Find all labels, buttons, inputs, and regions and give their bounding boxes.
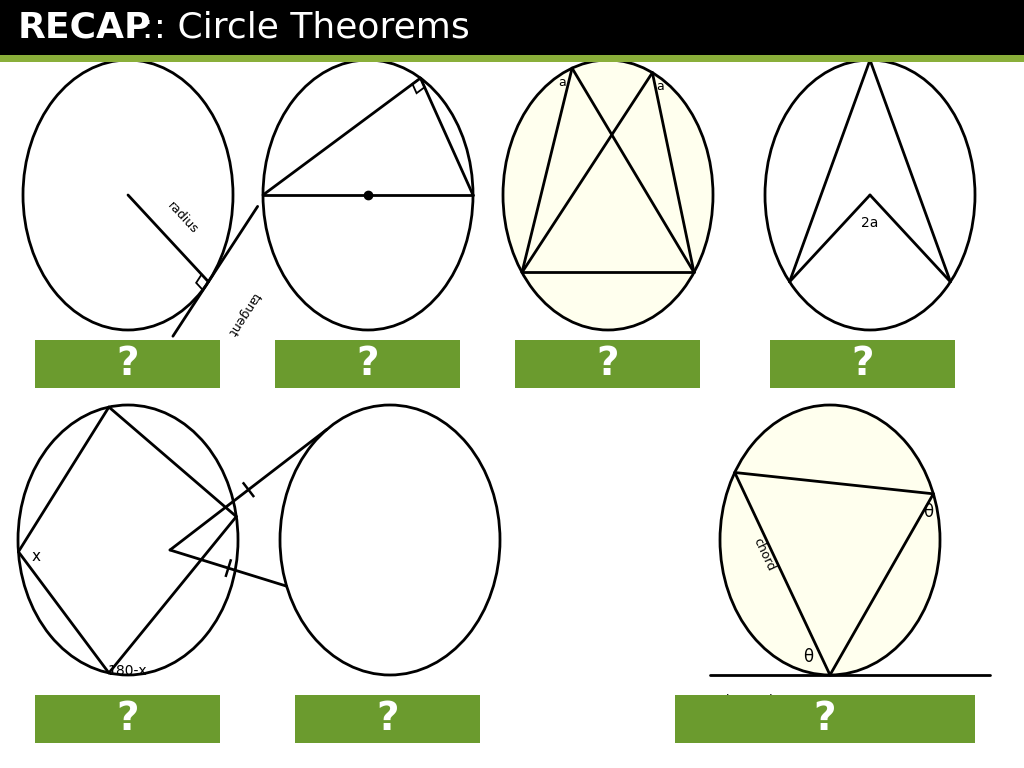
Bar — [675, 695, 975, 743]
Text: ?: ? — [596, 345, 618, 383]
Text: ?: ? — [851, 345, 873, 383]
Text: ?: ? — [376, 700, 398, 738]
Text: 180-x: 180-x — [108, 664, 146, 678]
Text: chord: chord — [751, 536, 778, 574]
Text: a: a — [865, 35, 874, 49]
Text: θ: θ — [924, 503, 934, 521]
Text: ?: ? — [117, 700, 138, 738]
Text: ?: ? — [814, 700, 837, 738]
Text: ?: ? — [356, 345, 379, 383]
Text: tangent: tangent — [224, 290, 262, 338]
Text: a: a — [558, 75, 566, 88]
Bar — [770, 340, 955, 388]
Bar — [35, 695, 220, 743]
Text: RECAP: RECAP — [18, 11, 152, 45]
Text: :: Circle Theorems: :: Circle Theorems — [130, 11, 470, 45]
Bar — [0, 0, 1024, 55]
Text: x: x — [32, 549, 41, 564]
Ellipse shape — [23, 60, 233, 330]
Text: 2a: 2a — [861, 216, 879, 230]
Ellipse shape — [720, 405, 940, 675]
Text: θ: θ — [803, 648, 813, 666]
Text: ?: ? — [117, 345, 138, 383]
Ellipse shape — [263, 60, 473, 330]
Ellipse shape — [280, 405, 500, 675]
Bar — [35, 340, 220, 388]
Bar — [295, 695, 480, 743]
Bar — [275, 340, 460, 388]
Bar — [0, 55, 1024, 62]
Bar — [515, 340, 700, 388]
Ellipse shape — [18, 405, 238, 675]
Ellipse shape — [503, 60, 713, 330]
Ellipse shape — [765, 60, 975, 330]
Text: a: a — [656, 80, 665, 93]
Text: tangent: tangent — [725, 693, 774, 706]
Text: radius: radius — [164, 199, 200, 237]
